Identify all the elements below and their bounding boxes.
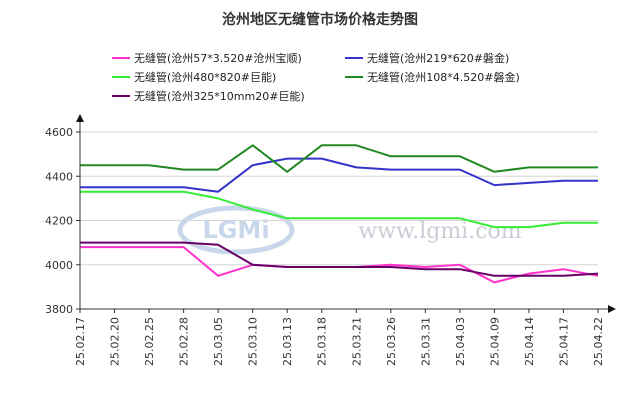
x-tick-label: 25.02.17: [74, 317, 87, 366]
x-tick-label: 25.03.31: [419, 317, 432, 366]
axes: [76, 114, 616, 313]
legend-label-2: 无缝管(沧州219*620#磐金): [367, 51, 509, 65]
y-tick-label: 4600: [45, 126, 73, 139]
x-tick-label: 25.04.22: [592, 317, 605, 366]
y-axis-arrow-icon: [76, 114, 84, 122]
x-tick-label: 25.03.21: [350, 317, 363, 366]
y-tick-label: 3800: [45, 303, 73, 316]
x-tick-label: 25.02.25: [143, 317, 156, 366]
x-tick-label: 25.03.10: [247, 317, 260, 366]
legend-label-3: 无缝管(沧州480*820#巨能): [134, 70, 276, 84]
y-tick-label: 4400: [45, 170, 73, 183]
x-tick-label: 25.03.05: [212, 317, 225, 366]
series-line-2: [80, 157, 598, 193]
y-tick-label: 4000: [45, 259, 73, 272]
x-tick-label: 25.04.03: [454, 317, 467, 366]
x-tick-label: 25.02.20: [109, 317, 122, 366]
x-tick-label: 25.03.13: [281, 317, 294, 366]
series-lines: [80, 144, 599, 284]
grid: [80, 131, 598, 266]
series-line-5: [80, 241, 599, 277]
x-tick-label: 25.03.18: [316, 317, 329, 366]
x-axis-arrow-icon: [608, 305, 616, 313]
y-tick-label: 4200: [45, 215, 73, 228]
legend-label-5: 无缝管(沧州325*10mm20#巨能): [134, 89, 305, 103]
x-tick-label: 25.04.09: [488, 317, 501, 366]
chart-title: 沧州地区无缝管市场价格走势图: [222, 11, 418, 28]
watermark-url: www.lgmi.com: [358, 219, 521, 244]
y-axis-ticks: 3800 4000 4200 4400 4600: [45, 126, 80, 316]
x-tick-label: 25.02.28: [178, 317, 191, 366]
legend-label-4: 无缝管(沧州108*4.520#磐金): [367, 70, 520, 84]
watermark: LGMi www.lgmi.com: [177, 205, 522, 255]
legend-label-1: 无缝管(沧州57*3.520#沧州宝顺): [134, 51, 302, 65]
x-axis-ticks: 25.02.17 25.02.20 25.02.25 25.02.28 25.03.05…: [74, 309, 605, 366]
x-tick-label: 25.04.14: [523, 317, 536, 366]
x-tick-label: 25.03.26: [385, 317, 398, 366]
series-line-3: [80, 190, 598, 229]
series-line-4: [80, 144, 598, 173]
legend: 无缝管(沧州57*3.520#沧州宝顺) 无缝管(沧州219*620#磐金) 无缝管…: [112, 51, 520, 103]
x-tick-label: 25.04.17: [558, 317, 571, 366]
